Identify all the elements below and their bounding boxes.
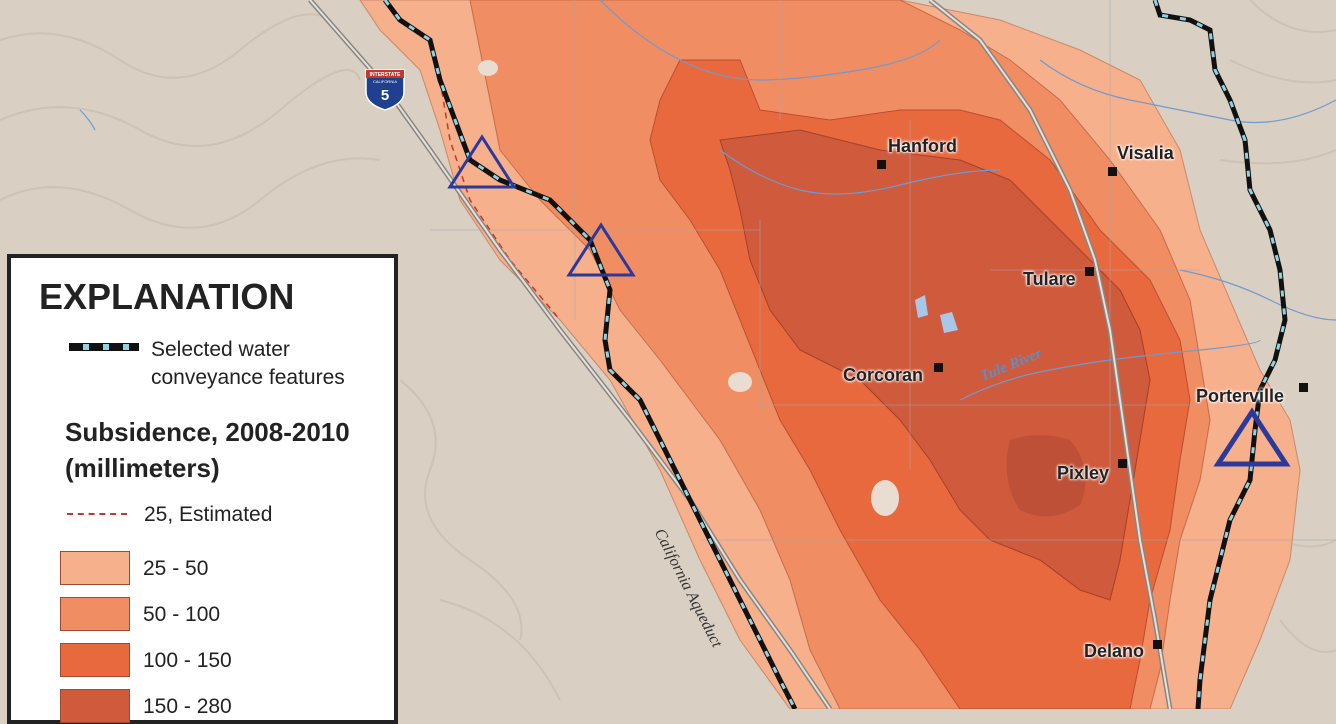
- shield-top-text: INTERSTATE: [370, 72, 401, 78]
- subsidence-legend-title: Subsidence, 2008-2010 (millimeters): [65, 417, 350, 483]
- triangle-marker: [566, 222, 636, 277]
- legend-label-150-280: 150 - 280: [143, 695, 232, 718]
- map-legend: EXPLANATION Selected water conveyance fe…: [7, 254, 398, 724]
- triangle-marker: [447, 134, 517, 189]
- city-label-corcoran: Corcoran: [843, 365, 924, 385]
- legend-label-25-50: 25 - 50: [143, 557, 209, 580]
- legend-swatch-25-50: [60, 551, 130, 585]
- legend-swatch-150-280: [60, 689, 130, 723]
- city-marker-porterville: [1299, 383, 1308, 392]
- city-marker-corcoran: [934, 363, 943, 372]
- city-label-pixley: Pixley: [1057, 463, 1110, 483]
- estimated-25mm-boundary: [439, 79, 561, 321]
- subsidence-core: [1006, 435, 1086, 517]
- city-label-visalia: Visalia: [1117, 143, 1174, 163]
- city-marker-delano: [1153, 640, 1162, 649]
- lake: [940, 312, 958, 333]
- city-label-delano: Delano: [1084, 641, 1145, 661]
- city-marker-pixley: [1118, 459, 1127, 468]
- interstate-5-shield-icon: INTERSTATE CALIFORNIA 5: [365, 69, 405, 111]
- estimated-legend-label: 25, Estimated: [144, 503, 273, 526]
- estimated-legend-symbol: [67, 513, 127, 515]
- legend-swatch-50-100: [60, 597, 130, 631]
- highway-centerline: [929, 0, 1171, 709]
- unsubsided-area: [728, 372, 752, 392]
- shield-number: 5: [381, 87, 389, 104]
- conveyance-legend-label: Selected water conveyance features: [151, 338, 345, 389]
- highway-centerline: [309, 0, 831, 709]
- friant-kern-canal: [1152, 0, 1288, 709]
- city-label-porterville: Porterville: [1196, 386, 1285, 406]
- conveyance-legend-symbol: [69, 343, 139, 351]
- legend-title: EXPLANATION: [39, 276, 295, 317]
- legend-swatch-100-150: [60, 643, 130, 677]
- city-label-hanford: Hanford: [888, 136, 957, 156]
- unsubsided-area: [478, 60, 498, 76]
- city-marker-tulare: [1085, 267, 1094, 276]
- city-label-tulare: Tulare: [1023, 269, 1076, 289]
- unsubsided-area: [871, 480, 899, 516]
- triangle-marker: [1213, 407, 1291, 467]
- legend-label-50-100: 50 - 100: [143, 603, 221, 626]
- lake: [915, 295, 928, 318]
- city-marker-visalia: [1108, 167, 1117, 176]
- california-aqueduct: [383, 0, 798, 709]
- legend-label-100-150: 100 - 150: [143, 649, 232, 672]
- shield-mid-text: CALIFORNIA: [373, 79, 397, 84]
- city-marker-hanford: [877, 160, 886, 169]
- map-canvas: INTERSTATE CALIFORNIA 5: [0, 0, 1336, 709]
